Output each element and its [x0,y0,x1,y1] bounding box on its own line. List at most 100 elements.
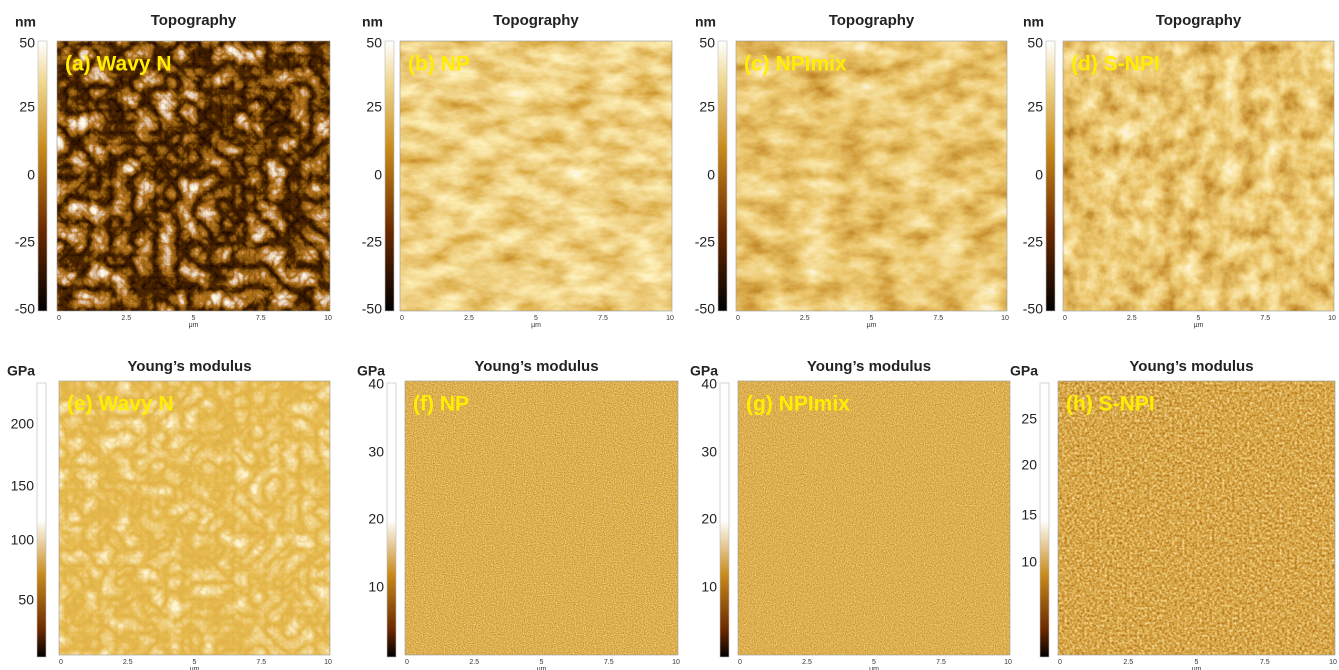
scale-unit: GPa [7,363,35,379]
x-tick-label: 2.5 [802,659,812,666]
x-tick-label: 0 [59,659,63,666]
scale-tick-label: 50 [18,592,34,608]
scale-tick-label: 10 [701,579,717,595]
panel-title: Topography [493,12,579,29]
panel-title: Topography [829,12,915,29]
x-tick-label: 5 [1195,659,1199,666]
x-tick-label: 5 [193,659,197,666]
scale-tick-label: -50 [362,301,382,317]
x-tick-label: 0 [405,659,409,666]
x-tick-label: 10 [666,315,674,322]
image-frame [399,40,673,312]
panel: Topography (b) NP nm 50 25 0 -25 -50 0 2.5 5 7.5 10 μ… [362,12,674,329]
x-tick-label: 7.5 [604,659,614,666]
scale-tick-label: 30 [368,444,384,460]
x-tick-label: 0 [736,315,740,322]
scale-tick-label: 15 [1021,507,1037,523]
afm-image [736,41,1007,311]
x-tick-label: 2.5 [469,659,479,666]
x-tick-label: 7.5 [598,315,608,322]
panel-label: (c) NPImix [744,53,847,76]
x-tick-label: 7.5 [1260,659,1270,666]
x-tick-label: 5 [540,659,544,666]
scale-unit: nm [695,14,716,30]
x-tick-label: 2.5 [121,315,131,322]
scale-tick-label: 50 [19,35,35,51]
scale-tick-label: -25 [15,234,35,250]
x-tick-label: 10 [1001,315,1009,322]
scale-tick-label: 20 [701,511,717,527]
panel-title: Young’s modulus [807,358,931,375]
x-tick-label: 10 [1004,659,1012,666]
scale-tick-label: 30 [701,444,717,460]
colorbar [1045,40,1056,312]
scale-tick-label: 25 [699,99,715,115]
x-tick-label: 10 [324,659,332,666]
panel-label: (h) S-NPI [1066,393,1155,416]
x-tick-label: 5 [192,315,196,322]
x-tick-label: 10 [1329,659,1337,666]
colorbar [719,382,730,658]
x-unit: μm [867,322,877,329]
scale-tick-label: 200 [11,416,35,432]
scale-unit: GPa [1010,363,1038,379]
scale-tick-label: -50 [15,301,35,317]
scale-tick-label: 50 [699,35,715,51]
afm-image [57,41,330,311]
panel-title: Young’s modulus [1129,358,1253,375]
panel-label: (a) Wavy N [65,53,172,76]
panel-label: (b) NP [408,53,470,76]
x-tick-label: 10 [672,659,680,666]
afm-image [59,381,330,655]
x-tick-label: 5 [870,315,874,322]
panel: Young’s modulus (e) Wavy N GPa 200 150 100 50 0… [7,358,332,670]
colorbar [386,382,397,658]
afm-image [405,381,678,655]
scale-tick-label: 0 [1035,167,1043,183]
x-tick-label: 0 [1063,315,1067,322]
x-tick-label: 2.5 [1127,315,1137,322]
colorbar [36,382,47,658]
scale-tick-label: 25 [1021,411,1037,427]
afm-image [1063,41,1334,311]
image-frame [58,380,331,656]
panel-title: Young’s modulus [127,358,251,375]
x-unit: μm [531,322,541,329]
image-frame [1062,40,1335,312]
scale-tick-label: -25 [1023,234,1043,250]
x-unit: μm [869,666,879,670]
image-frame [737,380,1011,656]
x-tick-label: 5 [872,659,876,666]
scale-tick-label: 0 [374,167,382,183]
scale-unit: GPa [690,363,718,379]
scale-tick-label: 100 [11,532,35,548]
x-unit: μm [537,666,547,670]
x-tick-label: 5 [1197,315,1201,322]
scale-tick-label: 40 [701,376,717,392]
x-tick-label: 2.5 [1123,659,1133,666]
panel-label: (g) NPImix [746,393,850,416]
x-tick-label: 2.5 [464,315,474,322]
x-tick-label: 5 [534,315,538,322]
scale-tick-label: 25 [19,99,35,115]
scale-unit: nm [362,14,383,30]
panel-label: (d) S-NPI [1071,53,1160,76]
image-frame [735,40,1008,312]
x-tick-label: 0 [400,315,404,322]
panel-title: Young’s modulus [474,358,598,375]
afm-image [400,41,672,311]
x-tick-label: 10 [1328,315,1336,322]
scale-tick-label: 50 [1027,35,1043,51]
scale-tick-label: -25 [695,234,715,250]
colorbar [384,40,395,312]
afm-image [738,381,1010,655]
panel-label: (e) Wavy N [67,393,174,416]
x-tick-label: 2.5 [800,315,810,322]
scale-tick-label: 0 [707,167,715,183]
x-tick-label: 10 [324,315,332,322]
x-tick-label: 7.5 [256,315,266,322]
scale-tick-label: 25 [1027,99,1043,115]
scale-tick-label: 20 [368,511,384,527]
